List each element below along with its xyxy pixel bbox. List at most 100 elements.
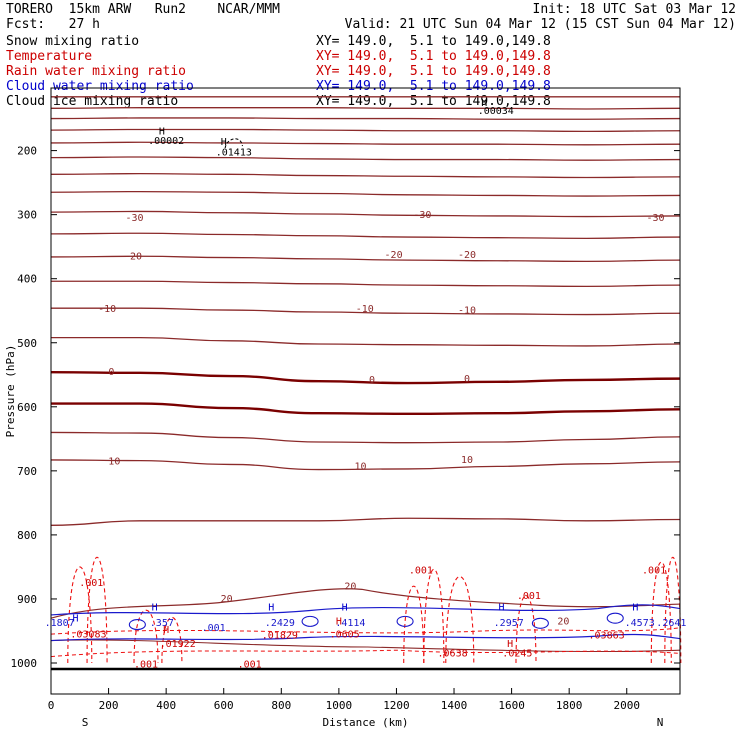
rain-label: .001 bbox=[642, 565, 666, 576]
ice-contour bbox=[224, 138, 243, 149]
temperature-label: 20 bbox=[221, 594, 233, 605]
rain-contour bbox=[423, 569, 445, 664]
cloud-water-label: .1807 bbox=[45, 618, 75, 629]
temperature-label: -20 bbox=[458, 250, 476, 261]
legend-name: Rain water mixing ratio bbox=[6, 64, 187, 79]
y-tick-label: 200 bbox=[17, 145, 37, 158]
y-tick-label: 800 bbox=[17, 529, 37, 542]
rain-label: .0245 bbox=[502, 649, 532, 660]
temperature-contour bbox=[50, 371, 681, 385]
cloud-water-label: .001 bbox=[202, 623, 226, 634]
temperature-contour bbox=[50, 156, 681, 161]
rain-label: .03083 bbox=[70, 629, 106, 640]
x-tick-label: 1200 bbox=[383, 699, 410, 712]
rain-label: .001 bbox=[134, 659, 158, 670]
end-label-north: N bbox=[657, 716, 664, 729]
temperature-contour bbox=[50, 307, 681, 316]
cloud-water-cell bbox=[396, 615, 414, 627]
temperature-label: 20 bbox=[344, 581, 356, 592]
temperature-label: 10 bbox=[108, 456, 120, 467]
legend-xy: XY= 149.0, 5.1 to 149.0,149.8 bbox=[316, 34, 551, 49]
temperature-contour-low bbox=[50, 639, 681, 653]
header-model: TORERO 15km ARW Run2 NCAR/MMM bbox=[6, 2, 280, 17]
temperature-label: -10 bbox=[356, 304, 374, 315]
temperature-contour bbox=[50, 190, 681, 197]
x-tick-label: 0 bbox=[48, 699, 55, 712]
temperature-label: -10 bbox=[98, 304, 116, 315]
rain-contour bbox=[86, 556, 108, 664]
temperature-label: 20 bbox=[557, 617, 569, 628]
x-tick-label: 200 bbox=[99, 699, 119, 712]
cloud-water-contour-bottom bbox=[50, 633, 681, 642]
y-tick-label: 500 bbox=[17, 337, 37, 350]
temperature-label: 0 bbox=[464, 374, 470, 385]
rain-label: .03863 bbox=[589, 631, 625, 642]
y-tick-label: 900 bbox=[17, 593, 37, 606]
rain-contour bbox=[650, 561, 672, 664]
rain-contour bbox=[445, 576, 475, 664]
temperature-label: -30 bbox=[413, 210, 431, 221]
max-marker: H bbox=[507, 639, 513, 650]
ice-max-label: .01413 bbox=[216, 148, 252, 159]
temperature-contour bbox=[50, 107, 681, 110]
cloud-water-contour-top bbox=[50, 604, 681, 616]
rain-contour bbox=[161, 616, 183, 664]
max-marker: H bbox=[159, 127, 165, 138]
x-tick-label: 2000 bbox=[613, 699, 640, 712]
temperature-contour bbox=[50, 459, 681, 471]
temperature-label: 0 bbox=[108, 367, 114, 378]
ice-max-label: .00002 bbox=[148, 136, 184, 147]
temperature-contour-20 bbox=[50, 588, 681, 619]
rain-label: .01922 bbox=[160, 639, 196, 650]
y-tick-label: 1000 bbox=[11, 657, 38, 670]
max-marker: H bbox=[632, 602, 638, 613]
ice-max-label: .00034 bbox=[478, 106, 514, 117]
rain-contour bbox=[403, 585, 425, 664]
rain-label: .001 bbox=[409, 565, 433, 576]
legend-xy: XY= 149.0, 5.1 to 149.0,149.8 bbox=[316, 94, 551, 109]
x-tick-label: 1600 bbox=[498, 699, 525, 712]
cloud-water-cell bbox=[531, 617, 549, 629]
temperature-contour bbox=[50, 232, 681, 239]
temperature-contour bbox=[50, 255, 681, 263]
max-marker: H bbox=[336, 617, 342, 628]
rain-label: .001 bbox=[517, 591, 541, 602]
max-marker: H bbox=[152, 602, 158, 613]
plot-frame bbox=[50, 87, 681, 695]
legend-xy: XY= 149.0, 5.1 to 149.0,149.8 bbox=[316, 64, 551, 79]
legend-xy: XY= 149.0, 5.1 to 149.0,149.8 bbox=[316, 49, 551, 64]
cloud-water-label: .2641 bbox=[656, 618, 686, 629]
cloud-water-label: .2429 bbox=[265, 618, 295, 629]
temperature-contour bbox=[51, 402, 681, 416]
legend-name: Temperature bbox=[6, 49, 93, 64]
legend-name: Cloud water mixing ratio bbox=[6, 79, 194, 94]
y-tick-label: 600 bbox=[17, 401, 37, 414]
max-marker: H bbox=[342, 602, 348, 613]
cloud-water-label: .357 bbox=[150, 618, 174, 629]
y-axis-label: Pressure (hPa) bbox=[4, 345, 17, 438]
header-fcst: Fcst: 27 h bbox=[6, 17, 100, 32]
x-tick-label: 1400 bbox=[441, 699, 468, 712]
temperature-contour bbox=[50, 517, 681, 526]
x-tick-label: 400 bbox=[156, 699, 176, 712]
max-marker: H bbox=[72, 613, 78, 624]
end-label-south: S bbox=[82, 716, 89, 729]
temperature-contour bbox=[50, 128, 681, 133]
temperature-contour bbox=[51, 280, 681, 288]
cloud-water-label: .4573 bbox=[625, 618, 655, 629]
max-marker: H bbox=[481, 98, 487, 109]
cloud-water-cell bbox=[128, 619, 146, 631]
rain-label: .01829 bbox=[262, 631, 298, 642]
temperature-label: -20 bbox=[124, 251, 142, 262]
rain-contour bbox=[515, 595, 537, 664]
temperature-contour bbox=[50, 210, 681, 218]
temperature-label: 10 bbox=[461, 455, 473, 466]
rain-contour bbox=[133, 609, 159, 664]
rain-contour-base bbox=[50, 649, 681, 658]
x-axis-label: Distance (km) bbox=[322, 716, 408, 729]
rain-label: .0605 bbox=[330, 629, 360, 640]
temperature-contour bbox=[50, 141, 681, 146]
max-marker: H bbox=[268, 602, 274, 613]
temperature-contour bbox=[51, 336, 681, 347]
